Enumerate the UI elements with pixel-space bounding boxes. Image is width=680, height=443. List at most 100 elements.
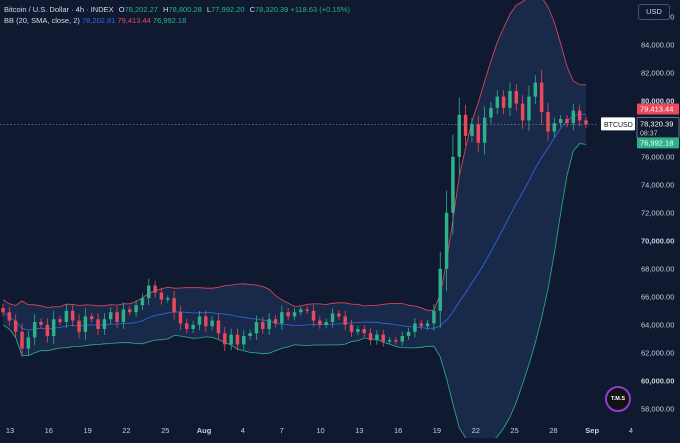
candle-body[interactable] (356, 329, 360, 332)
candle-body[interactable] (235, 334, 240, 345)
candle-body[interactable] (305, 309, 309, 311)
candle-body[interactable] (280, 312, 284, 324)
candle-body[interactable] (223, 333, 227, 345)
candle-body[interactable] (89, 316, 94, 320)
candle-body[interactable] (362, 329, 366, 334)
candle-body[interactable] (115, 312, 119, 322)
candle-body[interactable] (153, 285, 157, 293)
candle-body[interactable] (102, 319, 107, 329)
candle-body[interactable] (286, 312, 290, 317)
candle-body[interactable] (229, 334, 233, 345)
symbol-title[interactable]: Bitcoin / U.S. Dollar · 4h · INDEX (4, 5, 114, 14)
candle-body[interactable] (39, 322, 43, 325)
candle-body[interactable] (489, 107, 493, 118)
candle-body[interactable] (584, 120, 588, 125)
indicator-title[interactable]: BB (20, SMA, close, 2) (4, 16, 80, 25)
candle-body[interactable] (261, 322, 265, 329)
candle-body[interactable] (508, 91, 512, 108)
candle-body[interactable] (565, 119, 569, 124)
candle-body[interactable] (292, 312, 297, 317)
candle-body[interactable] (438, 268, 442, 311)
candle-body[interactable] (127, 309, 132, 313)
candle-body[interactable] (413, 323, 417, 332)
candle-body[interactable] (254, 322, 259, 334)
candle-body[interactable] (337, 313, 341, 317)
candle-body[interactable] (134, 305, 138, 313)
candle-body[interactable] (51, 319, 56, 336)
candle-body[interactable] (495, 96, 500, 108)
candle-body[interactable] (20, 331, 24, 349)
candle-body[interactable] (248, 333, 252, 336)
candle-body[interactable] (425, 323, 430, 327)
candle-body[interactable] (330, 313, 335, 322)
candle-body[interactable] (432, 310, 436, 324)
candle-body[interactable] (299, 309, 303, 313)
candle-body[interactable] (400, 336, 404, 342)
candle-body[interactable] (520, 103, 525, 121)
candle-body[interactable] (96, 319, 100, 329)
candle-body[interactable] (26, 337, 31, 349)
price-scale-label: 68,000.00 (641, 264, 674, 273)
candle-body[interactable] (501, 96, 506, 108)
candle-body[interactable] (70, 310, 75, 321)
candle-body[interactable] (546, 112, 550, 132)
candle-body[interactable] (159, 292, 164, 300)
candle-body[interactable] (204, 316, 208, 327)
candle-body[interactable] (394, 340, 398, 342)
candle-body[interactable] (387, 340, 392, 342)
candle-body[interactable] (210, 320, 214, 327)
candle-body[interactable] (476, 124, 481, 143)
candle-body[interactable] (83, 316, 88, 332)
candle-body[interactable] (318, 320, 322, 325)
candle-body[interactable] (121, 309, 126, 322)
candle-body[interactable] (147, 285, 151, 299)
candle-body[interactable] (419, 323, 423, 327)
candle-body[interactable] (552, 123, 557, 132)
candle-body[interactable] (58, 319, 62, 322)
candle-body[interactable] (108, 312, 113, 320)
candle-body[interactable] (577, 110, 582, 121)
candle-body[interactable] (514, 91, 519, 104)
candle-body[interactable] (533, 82, 538, 97)
current-price-tag-label: 78,320.39 (640, 119, 673, 128)
candle-body[interactable] (375, 334, 379, 341)
candle-body[interactable] (571, 110, 576, 124)
candle-body[interactable] (381, 334, 385, 342)
candle-body[interactable] (368, 333, 373, 341)
candle-body[interactable] (273, 319, 278, 324)
candle-body[interactable] (64, 310, 69, 322)
candle-body[interactable] (463, 114, 468, 136)
candle-body[interactable] (527, 96, 531, 121)
currency-button[interactable]: USD (638, 4, 670, 20)
candle-body[interactable] (172, 298, 176, 313)
candle-body[interactable] (406, 331, 411, 336)
candle-body[interactable] (77, 320, 81, 332)
candle-body[interactable] (140, 298, 145, 306)
candle-body[interactable] (185, 323, 189, 329)
candle-body[interactable] (7, 312, 12, 321)
candle-body[interactable] (13, 320, 18, 332)
candle-body[interactable] (539, 82, 544, 112)
candle-body[interactable] (311, 310, 316, 321)
candle-body[interactable] (32, 322, 37, 338)
candle-body[interactable] (197, 316, 202, 325)
candle-body[interactable] (349, 324, 354, 332)
candle-body[interactable] (267, 319, 271, 329)
candle-body[interactable] (558, 119, 563, 124)
candle-body[interactable] (191, 324, 195, 329)
candle-body[interactable] (242, 336, 246, 345)
candle-body[interactable] (457, 114, 462, 157)
candle-body[interactable] (1, 308, 5, 313)
candle-body[interactable] (178, 312, 183, 324)
candle-body[interactable] (45, 324, 50, 336)
candle-body[interactable] (451, 156, 455, 213)
candle-body[interactable] (470, 124, 474, 136)
candle-body[interactable] (482, 117, 487, 143)
candle-body[interactable] (324, 322, 328, 325)
candle-body[interactable] (166, 298, 170, 300)
candle-body[interactable] (444, 212, 449, 269)
candle-body[interactable] (216, 320, 221, 334)
candle-body[interactable] (343, 316, 347, 325)
